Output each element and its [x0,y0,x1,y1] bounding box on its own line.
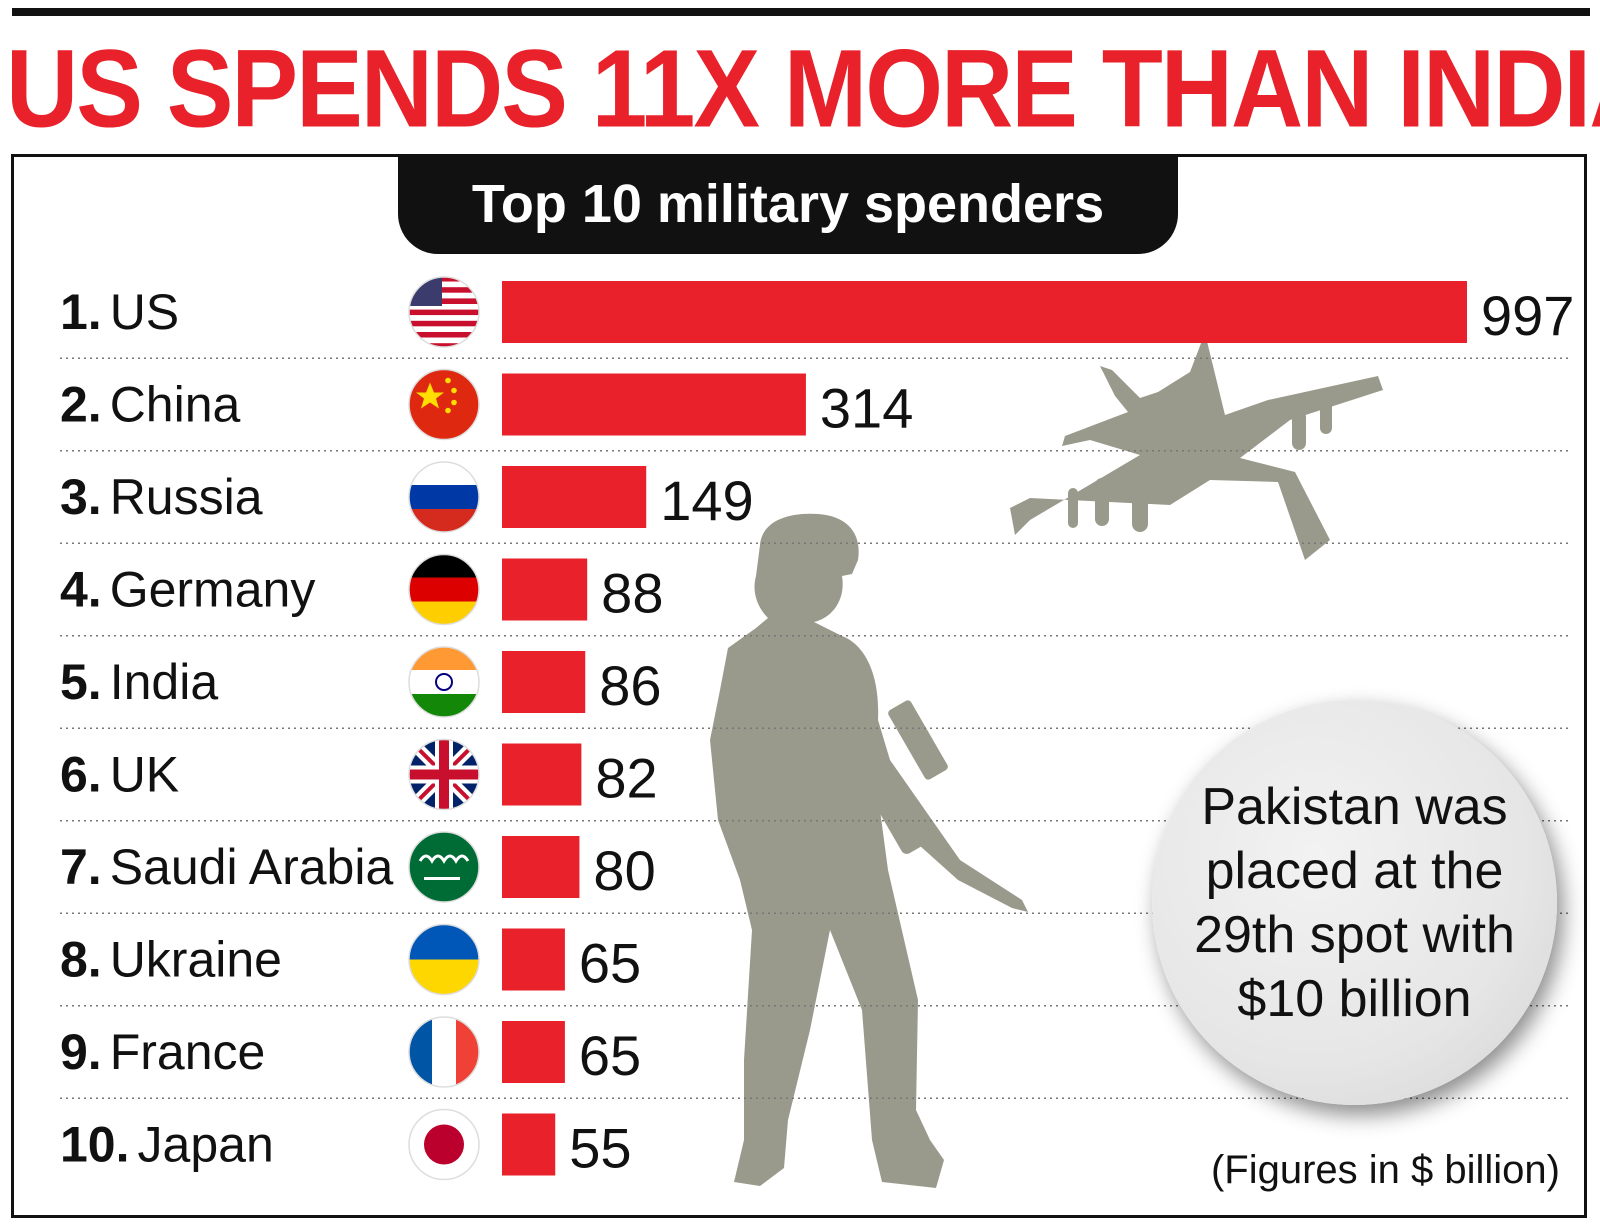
uk-flag-icon [408,738,480,811]
us-flag-icon [408,276,480,348]
category-label: 7. Saudi Arabia [60,839,393,895]
rank-label: 5. [60,654,102,710]
unit-footnote: (Figures in $ billion) [1210,1148,1560,1192]
chart-row: 6. UK 82 [60,738,1570,822]
category-label: 3. Russia [60,469,263,525]
rank-label: 9. [60,1024,102,1080]
chart-row: 4. Germany 88 [60,553,1570,637]
bar [502,466,647,528]
india-flag-icon [408,646,480,718]
bar [502,558,588,621]
country-label: Japan [138,1117,274,1173]
country-label: UK [110,747,179,803]
bar [502,1021,565,1083]
country-label: France [110,1024,266,1080]
saudi-arabia-flag-icon [408,831,480,903]
top-rule [12,8,1590,16]
germany-flag-icon [408,553,480,626]
chart-row: 7. Saudi Arabia 80 [60,831,1570,915]
bar [502,743,582,806]
value-label: 65 [579,932,641,995]
soldier-illustration [710,513,1028,1188]
country-label: US [110,284,179,340]
chart-subtitle: Top 10 military spenders [398,154,1178,254]
fighter-jet-illustration [1010,333,1383,560]
chart-row: 3. Russia 149 [60,461,1570,545]
rank-label: 7. [60,839,102,895]
country-label: India [110,654,219,710]
chart-row: 5. India 86 [60,646,1570,730]
bar [502,281,1467,343]
country-label: Saudi Arabia [110,839,394,895]
bar [502,836,580,898]
country-label: Ukraine [110,932,282,988]
country-label: Germany [110,562,316,618]
value-label: 88 [601,562,663,625]
russia-flag-icon [408,461,480,533]
value-label: 86 [599,654,661,717]
pakistan-callout: Pakistan was placed at the 29th spot wit… [1152,700,1557,1105]
category-label: 2. China [60,377,241,433]
bar [502,373,806,436]
rank-label: 1. [60,284,102,340]
category-label: 10. Japan [60,1117,274,1173]
value-label: 80 [593,839,655,902]
rank-label: 10. [60,1117,130,1173]
value-label: 149 [660,469,753,532]
category-label: 4. Germany [60,562,315,618]
bar [502,651,586,713]
category-label: 6. UK [60,747,179,803]
france-flag-icon [408,1016,480,1088]
value-label: 314 [820,377,913,440]
ukraine-flag-icon [408,923,480,996]
chart-row: 9. France 65 [60,1016,1570,1100]
category-label: 8. Ukraine [60,932,282,988]
chart-row: 1. US 997 [60,276,1574,360]
chart-row: 2. China 314 [60,368,1570,452]
bar [502,1113,556,1176]
value-label: 82 [595,747,657,810]
rank-label: 4. [60,562,102,618]
rank-label: 2. [60,377,102,433]
category-label: 9. France [60,1024,265,1080]
value-label: 55 [569,1117,631,1180]
value-label: 65 [579,1024,641,1087]
rank-label: 8. [60,932,102,988]
category-label: 1. US [60,284,179,340]
rank-label: 6. [60,747,102,803]
value-label: 997 [1481,284,1574,347]
callout-text: Pakistan was placed at the 29th spot wit… [1194,777,1515,1028]
country-label: Russia [110,469,263,525]
country-label: China [110,377,241,433]
japan-flag-icon [408,1108,480,1181]
china-flag-icon [408,368,480,441]
bar [502,928,565,991]
headline: US SPENDS 11X MORE THAN INDIA [6,27,1600,151]
rank-label: 3. [60,469,102,525]
category-label: 5. India [60,654,218,710]
chart-row: 10. Japan 55 [60,1108,632,1181]
